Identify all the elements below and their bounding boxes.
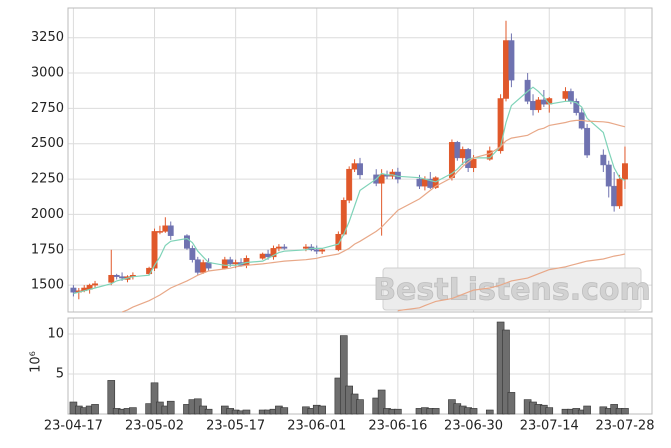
y-tick-label: 1750 <box>31 242 64 257</box>
candle-body <box>281 246 288 249</box>
candle-body <box>167 225 174 236</box>
y-tick-label: 3000 <box>31 66 64 81</box>
candle-body <box>503 40 509 99</box>
y-tick-label: 2000 <box>31 207 64 222</box>
candle-body <box>357 163 363 176</box>
candle-body <box>535 99 542 111</box>
candle-body <box>508 40 515 81</box>
candle-body <box>313 249 320 252</box>
candle-body <box>540 99 547 105</box>
y2-tick-label: 5 <box>56 367 64 382</box>
volume-bar <box>469 408 478 415</box>
volume-bar <box>377 389 386 415</box>
candle-body <box>200 262 207 273</box>
volume-bar <box>129 407 137 415</box>
y-tick-label: 1500 <box>31 278 64 293</box>
candle-body <box>232 262 239 265</box>
volume-bar <box>150 382 159 415</box>
candle-body <box>319 249 326 252</box>
candle-body <box>470 159 477 169</box>
moving-average-line <box>397 253 626 312</box>
candle-body <box>151 231 158 269</box>
x-tick-label: 23-07-28 <box>595 419 654 434</box>
moving-average-line <box>73 86 626 295</box>
candle-body <box>562 91 569 99</box>
watermark: BestListens.com <box>373 273 651 308</box>
x-tick-label: 23-06-01 <box>287 419 346 434</box>
candle-body <box>584 127 591 156</box>
candle-body <box>611 185 618 207</box>
volume-bar <box>318 405 326 415</box>
candle-body <box>113 274 120 277</box>
x-tick-label: 23-07-14 <box>520 419 579 434</box>
candle-body <box>275 246 282 249</box>
candle-body <box>189 248 196 260</box>
watermark-group: BestListens.com <box>373 267 651 311</box>
y2-tick-label: 10 <box>47 327 64 342</box>
candle-body <box>416 178 423 187</box>
candle-body <box>622 163 628 180</box>
candle-body <box>302 246 309 249</box>
candle-body <box>259 253 266 259</box>
candle-body <box>221 259 228 269</box>
candle-body <box>432 177 439 188</box>
candle-body <box>346 168 353 201</box>
volume-bar <box>507 392 516 415</box>
volume-bar <box>485 409 494 415</box>
candle-body <box>108 274 115 283</box>
candle-body <box>156 231 163 233</box>
candle-body <box>194 259 201 273</box>
volume-bar <box>502 329 510 415</box>
y-tick-label: 2250 <box>31 172 64 187</box>
volume-bar <box>166 400 175 415</box>
volume-bar <box>621 408 629 415</box>
candle-body <box>567 91 574 102</box>
volume-bar <box>356 399 364 415</box>
candle-body <box>351 163 358 170</box>
candle-body <box>573 101 580 113</box>
volume-bar <box>107 380 116 415</box>
candle-body <box>530 101 536 111</box>
candle-body <box>459 149 466 159</box>
volume-bar <box>339 335 348 415</box>
x-tick-label: 23-05-02 <box>125 419 184 434</box>
x-tick-label: 23-06-30 <box>444 419 503 434</box>
x-tick-label: 23-04-17 <box>44 419 103 434</box>
y-tick-label: 2500 <box>31 136 64 151</box>
candle-body <box>70 287 77 293</box>
moving-average-line <box>121 119 626 313</box>
volume-bar <box>280 407 289 415</box>
y2-axis-label: 10⁶ <box>29 351 44 373</box>
candle-body <box>600 154 607 166</box>
candle-body <box>227 259 234 265</box>
y-tick-label: 3250 <box>31 30 64 45</box>
volume-bar <box>91 404 99 415</box>
candle-body <box>270 248 277 258</box>
volume-bar <box>545 407 554 415</box>
volume-bar <box>242 409 251 415</box>
x-tick-label: 23-05-17 <box>206 419 265 434</box>
candle-body <box>184 235 190 249</box>
volume-bar <box>204 408 213 415</box>
candle-body <box>265 253 272 258</box>
x-tick-label: 23-06-16 <box>368 419 427 434</box>
candle-body <box>162 225 169 232</box>
volume-bar <box>431 408 440 415</box>
candle-body <box>92 283 98 286</box>
volume-bar <box>583 405 591 415</box>
candle-body <box>335 233 342 251</box>
candle-body <box>497 98 504 152</box>
y-tick-label: 2750 <box>31 101 64 116</box>
plot-frame <box>67 7 653 313</box>
candle-body <box>605 164 612 187</box>
candle-body <box>454 142 461 159</box>
candle-body <box>119 276 126 279</box>
candle-body <box>378 174 385 184</box>
volume-bar <box>394 408 402 415</box>
candle-body <box>616 178 623 207</box>
